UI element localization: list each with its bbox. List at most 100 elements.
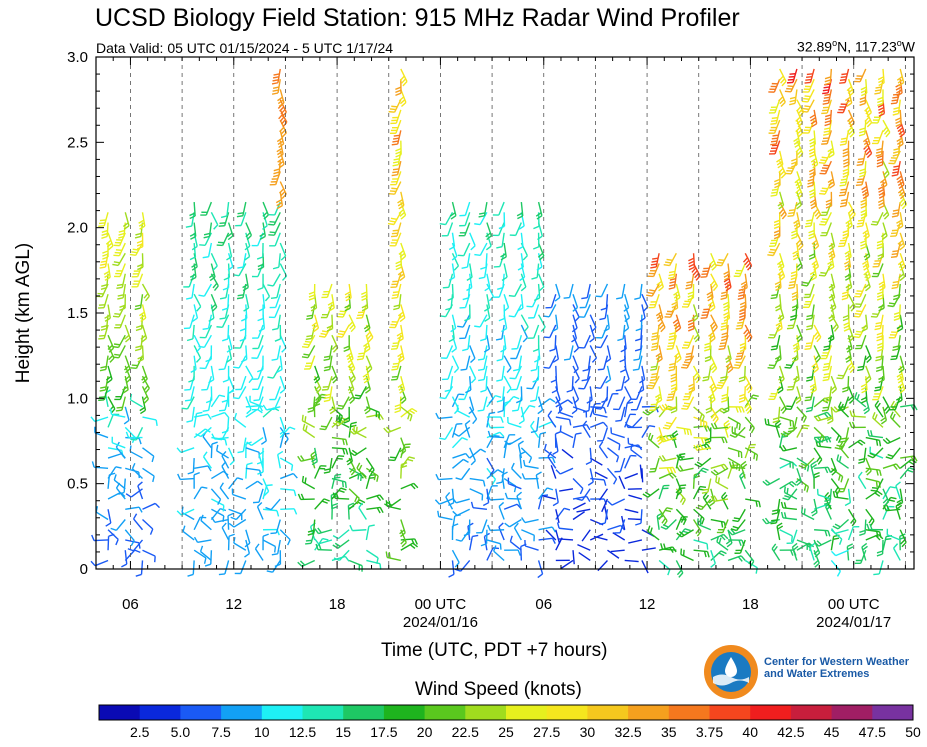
wind-barb-staff [456,498,470,504]
wind-barb [615,406,626,422]
wind-barb [125,506,143,513]
wind-barb-staff [399,396,402,411]
wind-barb-feather [477,409,484,412]
wind-barb-feather [828,253,835,258]
wind-barb-feather [839,81,846,84]
wind-barb-staff [813,426,825,438]
wind-barb-feather [189,212,196,217]
wind-barb-feather [256,256,264,260]
wind-barb-feather [356,462,361,469]
wind-barb-feather [861,389,868,394]
wind-barb-staff [262,283,271,297]
wind-barb [607,498,625,506]
wind-barb-feather [100,327,107,331]
wind-barb-feather [676,532,682,538]
wind-barb-staff [233,542,247,551]
wind-barb-feather [750,427,755,434]
wind-barb [203,222,213,239]
wind-barb-feather [711,282,717,289]
wind-barb-feather [589,337,595,343]
wind-barb-staff [503,355,512,369]
wind-barb-feather [715,264,722,267]
wind-barb [482,488,490,507]
wind-barb-feather [846,225,853,230]
wind-barb [519,263,526,282]
wind-barb [451,514,461,530]
wind-barb-feather [796,184,802,189]
wind-barb-feather [753,453,756,460]
wind-barb-feather [679,496,685,503]
wind-barb-feather [861,386,868,391]
wind-barb-staff [577,543,591,551]
wind-barb [770,109,781,125]
wind-barb [466,263,473,281]
wind-barb-staff [571,376,574,391]
wind-barb [200,201,213,216]
wind-barb [635,314,643,332]
wind-barb-feather [795,181,801,187]
wind-barb [141,365,148,384]
wind-barb-staff [274,232,281,247]
wind-barb-feather [216,326,223,328]
wind-barb-feather [125,378,132,384]
wind-barb-feather [193,536,199,543]
wind-barb-staff [280,472,294,480]
wind-barb-staff [864,519,867,534]
wind-barb-feather [201,486,208,489]
wind-barb-feather [703,425,708,432]
wind-barb-staff [627,518,642,521]
wind-barb [137,481,144,500]
wind-barb [245,365,254,384]
wind-barb-feather [665,261,672,264]
wind-barb [635,509,643,526]
wind-barb-feather [314,538,320,545]
wind-barb [647,432,660,449]
wind-barb-feather [195,347,201,353]
wind-barb-feather [597,368,604,371]
wind-barb-feather [265,506,272,511]
wind-barb-staff [107,509,112,524]
wind-barb [513,522,522,541]
wind-barb [658,472,677,480]
wind-barb-feather [576,498,583,501]
wind-barb [124,529,135,547]
wind-barb-feather [533,297,540,302]
wind-barb [251,345,264,359]
wind-barb-feather [437,510,440,517]
wind-barb-staff [479,211,488,225]
wind-barb-staff [245,480,258,490]
wind-barb-feather [712,326,718,333]
wind-barb-staff [125,539,140,544]
wind-barb-feather [202,409,209,413]
wind-barb-feather [842,147,849,152]
wind-barb [813,414,832,422]
wind-barb-feather [836,444,843,448]
wind-barb [822,365,833,382]
wind-barb [774,171,781,189]
wind-barb-staff [200,551,212,562]
wind-barb-feather [386,426,392,432]
wind-barb [813,397,831,408]
wind-barb-feather [316,388,322,394]
wind-barb [518,406,525,425]
wind-barb-feather [246,409,252,415]
wind-barb-feather [828,153,835,159]
wind-barb-feather [739,393,746,397]
wind-barb-feather [651,332,659,335]
wind-barb-feather [739,342,746,347]
wind-barb-feather [397,335,404,340]
wind-barb-staff [486,547,494,561]
wind-barb-staff [469,263,473,278]
wind-barb-staff [599,375,609,389]
wind-barb [854,392,867,408]
wind-barb-feather [780,101,786,107]
wind-barb-feather [119,304,126,308]
wind-barb [844,488,852,507]
wind-barb-feather [266,484,273,487]
wind-barb [331,455,345,469]
wind-barb-feather [770,522,777,525]
wind-barb-feather [688,328,695,332]
wind-barb-feather [323,498,330,502]
wind-barb-staff [498,201,505,216]
wind-barb-staff [648,438,660,449]
